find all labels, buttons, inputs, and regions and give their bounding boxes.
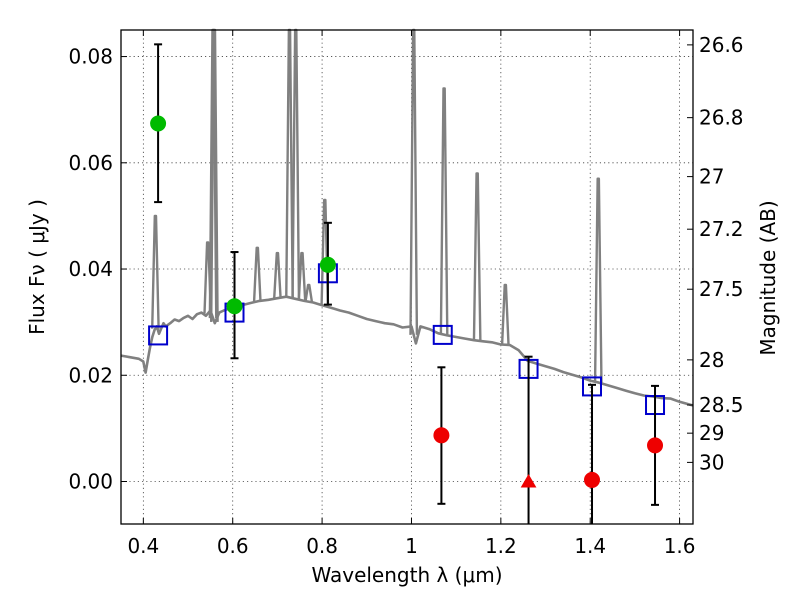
tick-layer: 0.4 0.6 0.8 1 1.2 1.4 1.6 0.00 0.02 0.04 0.06 0.08 2…: [68, 30, 744, 558]
y-tick-label: 0.06: [68, 151, 113, 175]
emission-line: [285, 28, 294, 298]
detection-point: [150, 115, 167, 132]
y-tick-label: 0.04: [68, 257, 113, 281]
right-tick-label: 29: [699, 421, 724, 445]
y-tick-label: 0.02: [68, 363, 113, 387]
emission-line: [320, 198, 330, 306]
x-tick-label: 0.4: [127, 534, 159, 558]
emission-line: [291, 28, 301, 299]
emission-line: [500, 283, 510, 345]
marker-layer: [148, 43, 666, 524]
spectrum-layer: [120, 28, 694, 407]
plot-frame: [120, 29, 694, 525]
y-tick-label: 0.00: [68, 470, 113, 494]
right-tick-label: 28.5: [699, 393, 744, 417]
x-tick-label: 1: [405, 534, 418, 558]
spectrum-continuum: [120, 295, 694, 407]
x-tick-label: 0.6: [217, 534, 249, 558]
emission-line: [273, 251, 282, 299]
right-tick-label: 30: [699, 450, 724, 474]
model-photometry-square: [148, 325, 169, 346]
grid-layer: [121, 30, 693, 524]
non-detection-point: [647, 437, 664, 454]
right-axis-label: Magnitude (AB): [756, 200, 780, 355]
x-tick-label: 1.4: [574, 534, 606, 558]
emission-line: [252, 246, 262, 302]
y-axis-label: Flux Fν ( μJy ): [25, 199, 49, 335]
model-photometry-square: [432, 324, 453, 345]
x-tick-label: 0.8: [306, 534, 338, 558]
non-detection-point: [584, 471, 601, 488]
right-tick-label: 27.5: [699, 277, 744, 301]
emission-line: [151, 214, 160, 329]
emission-line: [593, 177, 603, 383]
x-tick-label: 1.6: [664, 534, 696, 558]
detection-point: [319, 256, 336, 273]
right-tick-label: 26.6: [699, 33, 744, 57]
detection-point: [226, 298, 243, 315]
right-tick-label: 27.2: [699, 217, 744, 241]
y-tick-label: 0.08: [68, 45, 113, 69]
x-axis-label: Wavelength λ (μm): [311, 563, 502, 587]
upper-limit-triangle: [520, 474, 537, 488]
emission-line: [472, 172, 482, 341]
emission-line: [439, 87, 449, 335]
emission-line: [304, 283, 314, 302]
right-tick-label: 27: [699, 165, 724, 189]
x-tick-label: 1.2: [485, 534, 517, 558]
emission-line: [409, 28, 419, 335]
emission-line: [297, 251, 307, 301]
right-tick-label: 26.8: [699, 106, 744, 130]
non-detection-point: [433, 427, 450, 444]
right-tick-label: 28: [699, 348, 724, 372]
